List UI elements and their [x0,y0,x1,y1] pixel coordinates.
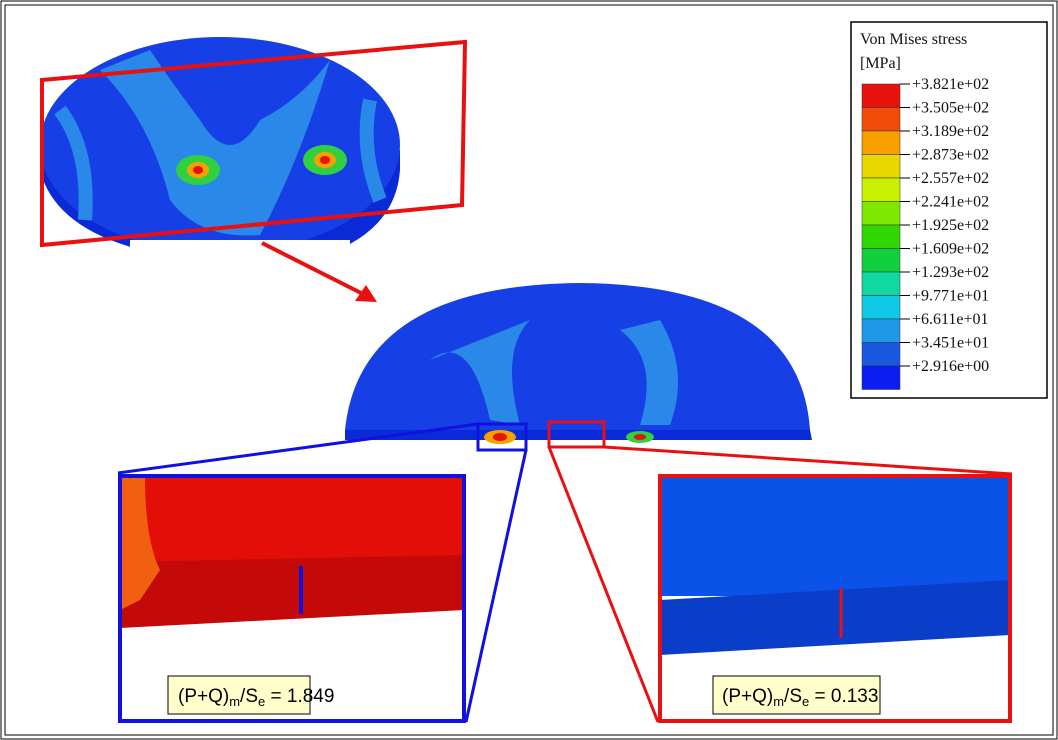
legend-label: +2.873e+02 [912,147,989,164]
legend-label: +1.293e+02 [912,264,989,281]
zoom-line [604,447,1012,474]
legend-title: Von Mises stress [860,31,967,48]
legend-label: +2.916e+00 [912,358,989,375]
legend-label: +1.609e+02 [912,241,989,258]
legend-swatch [862,202,900,226]
legend-label: +2.557e+02 [912,170,989,187]
legend-swatch [862,366,900,390]
legend-label: +2.241e+02 [912,194,989,211]
legend-label: +3.821e+02 [912,76,989,93]
legend-swatch [862,296,900,320]
legend-label: +3.505e+02 [912,100,989,117]
figure: (P+Q)m/Se = 1.849 (P+Q)m/Se = 0.133 Von … [0,0,1058,740]
legend-label: +9.771e+01 [912,288,989,305]
zoom-line [549,447,658,722]
legend-swatch [862,272,900,296]
legend-label: +3.451e+01 [912,335,989,352]
legend-swatch [862,343,900,367]
legend-swatch [862,84,900,108]
legend-swatch [862,108,900,132]
zoom-line [118,424,478,473]
legend-unit: [MPa] [860,55,901,72]
legend-label: +6.611e+01 [912,311,989,328]
cut-dome [345,283,812,444]
legend-swatch [862,319,900,343]
legend-swatch [862,178,900,202]
top-disc [40,37,400,270]
annotation: (P+Q)m/Se = 0.133 [722,686,878,709]
legend-swatch [862,131,900,155]
legend-swatch [862,225,900,249]
legend-scale: +3.821e+02 +3.505e+02 +3.189e+02 +2.873e+02… [862,76,989,390]
page: (P+Q)m/Se = 1.849 (P+Q)m/Se = 0.133 Von … [0,0,1058,740]
zoom-line [466,450,526,722]
legend-swatch [862,155,900,179]
legend-swatch [862,249,900,273]
legend-label: +3.189e+02 [912,123,989,140]
legend-label: +1.925e+02 [912,217,989,234]
annotation: (P+Q)m/Se = 1.849 [178,686,334,709]
